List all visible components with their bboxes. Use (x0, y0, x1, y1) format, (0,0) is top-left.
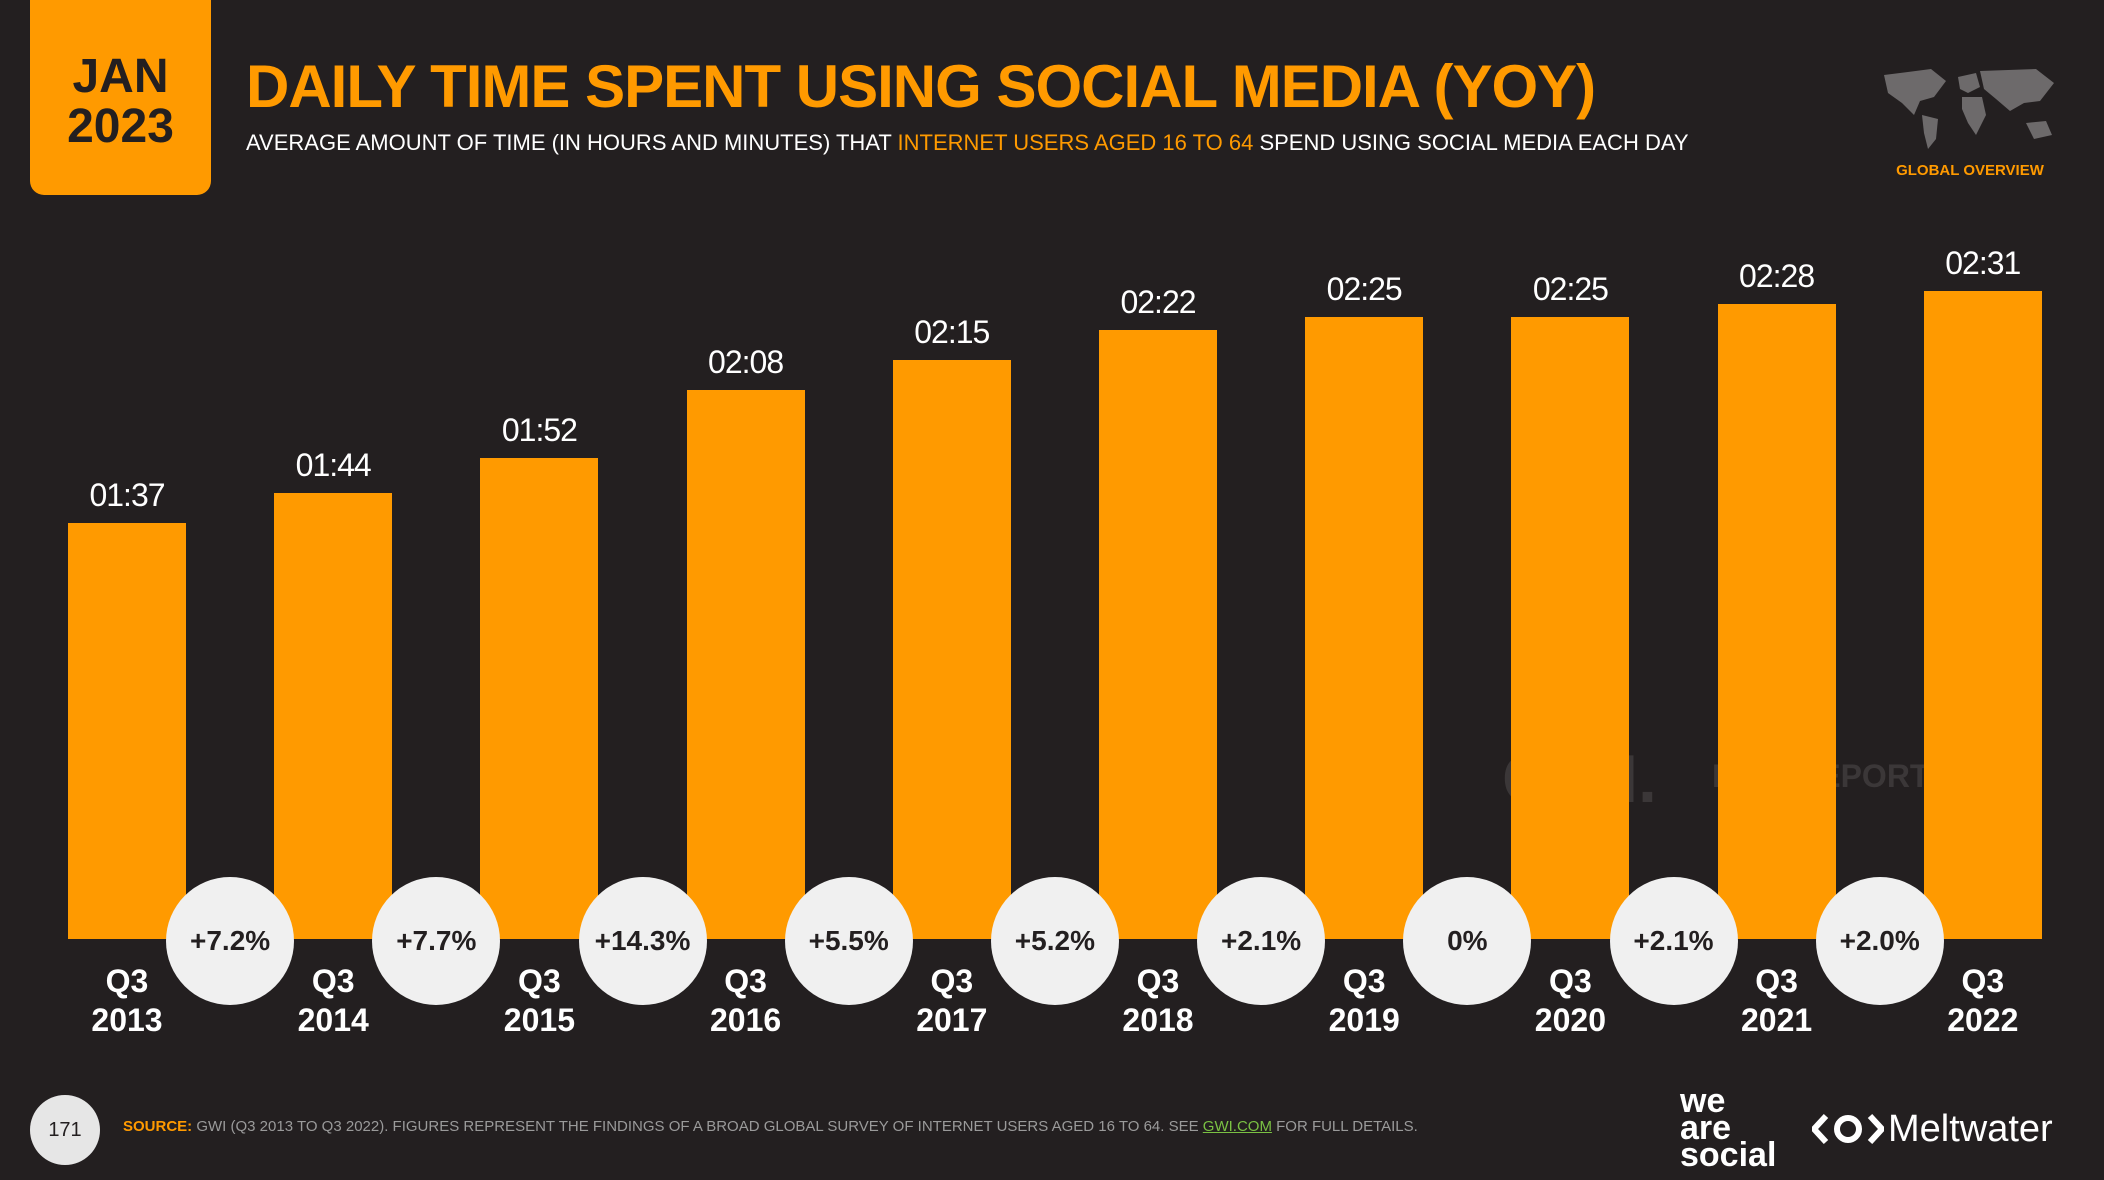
page-number: 171 (30, 1095, 100, 1165)
source-text: GWI (Q3 2013 TO Q3 2022). FIGURES REPRES… (196, 1118, 1199, 1135)
source-note: SOURCE: GWI (Q3 2013 TO Q3 2022). FIGURE… (123, 1118, 1418, 1135)
x-tick-label: Q3 2017 (916, 963, 988, 1038)
value-label: 02:25 (1532, 270, 1609, 307)
bar (686, 389, 805, 939)
subtitle-part: SPEND USING SOCIAL MEDIA EACH DAY (1259, 130, 1689, 155)
region-label: GLOBAL OVERVIEW (1896, 162, 2044, 179)
change-badge: +14.3% (578, 877, 707, 1005)
chart-title: DAILY TIME SPENT USING SOCIAL MEDIA (YOY… (246, 53, 1596, 120)
logo-line: we (1680, 1082, 1726, 1120)
logo-we-are-social: we are social (1680, 1082, 1777, 1174)
bar (892, 359, 1011, 939)
x-tick-label: Q3 2022 (1947, 963, 2019, 1038)
bar (1923, 291, 2042, 939)
x-tick-label: Q3 2014 (297, 963, 369, 1038)
change-badge: +7.2% (166, 877, 295, 1005)
x-tick-label: Q3 2021 (1741, 963, 1813, 1038)
change-badge: +5.5% (784, 877, 913, 1005)
value-label: 01:44 (295, 446, 372, 483)
x-tick-label: Q3 2019 (1328, 963, 1400, 1038)
change-badge: +2.1% (1197, 877, 1326, 1005)
logo-line: are (1680, 1109, 1732, 1147)
badge-month: JAN (72, 50, 169, 103)
x-tick-label: Q3 2016 (710, 963, 782, 1038)
x-tick-label: Q3 2013 (91, 963, 163, 1038)
value-label: 02:22 (1120, 283, 1196, 320)
badge-year: 2023 (67, 100, 174, 153)
bar (274, 492, 393, 939)
value-label: 02:25 (1326, 270, 1403, 307)
change-badge: 0% (1403, 877, 1532, 1005)
meltwater-icon (1812, 1113, 1884, 1145)
subtitle: AVERAGE AMOUNT OF TIME (IN HOURS AND MIN… (246, 130, 1689, 156)
value-label: 01:37 (89, 476, 165, 513)
logo-meltwater: Meltwater (1888, 1108, 2053, 1150)
bar (1099, 329, 1217, 939)
plot-area: 01:37 Q3 2013 01:44 Q3 2014 01:52 Q3 2015 02:0… (68, 245, 2042, 1038)
change-badge: +7.7% (372, 877, 501, 1005)
subtitle-highlight: INTERNET USERS AGED 16 TO 64 (897, 130, 1254, 155)
date-badge: JAN 2023 (30, 0, 211, 195)
change-badge: +2.0% (1815, 877, 1944, 1005)
source-link[interactable]: GWI.COM (1202, 1118, 1272, 1135)
logo-line: social (1680, 1136, 1777, 1174)
x-tick-label: Q3 2020 (1534, 963, 1606, 1038)
subtitle-part: AVERAGE AMOUNT OF TIME (IN HOURS AND MIN… (246, 130, 892, 155)
value-label: 02:28 (1739, 257, 1815, 294)
bar (68, 522, 186, 939)
bar (1717, 303, 1836, 939)
x-tick-label: Q3 2018 (1122, 963, 1194, 1038)
world-map-icon (1884, 69, 2054, 149)
value-label: 02:31 (1945, 245, 2021, 281)
bar (1511, 316, 1630, 939)
value-label: 02:15 (914, 313, 990, 350)
value-label: 02:08 (708, 343, 784, 380)
x-tick-label: Q3 2015 (503, 963, 575, 1038)
change-badge: +2.1% (1609, 877, 1738, 1005)
source-end: FOR FULL DETAILS. (1276, 1118, 1418, 1135)
change-badge: +5.2% (990, 877, 1119, 1005)
value-label: 01:52 (501, 412, 578, 449)
source-label: SOURCE: (123, 1118, 193, 1135)
bar (480, 458, 599, 939)
bar (1305, 316, 1424, 939)
